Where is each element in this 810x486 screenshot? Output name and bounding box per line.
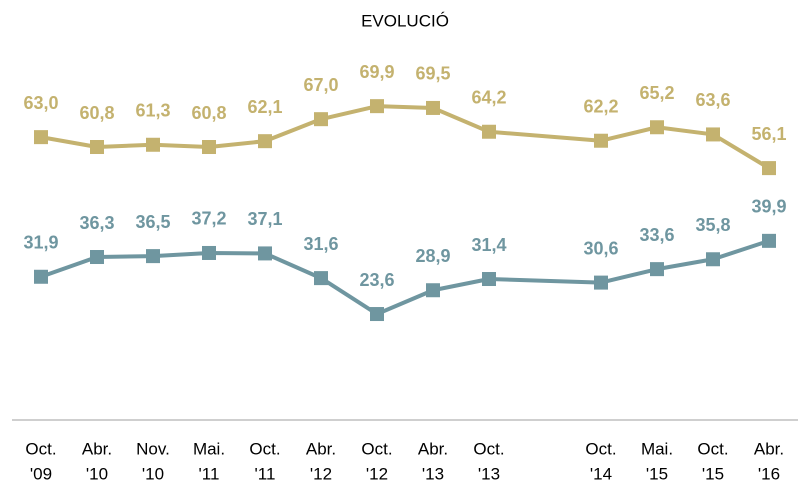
data-label: 62,1 <box>247 97 282 117</box>
x-tick-label: Mai. <box>193 439 225 458</box>
point-marker <box>202 140 216 155</box>
point-marker <box>426 100 440 115</box>
data-label: 39,9 <box>751 197 786 217</box>
point-marker <box>34 130 48 145</box>
data-label: 63,6 <box>695 90 730 110</box>
point-marker <box>90 140 104 155</box>
point-marker <box>706 252 720 267</box>
data-label: 56,1 <box>751 124 786 144</box>
x-tick-label: Nov. <box>136 439 170 458</box>
x-tick-label: Abr. <box>418 439 448 458</box>
point-marker <box>202 245 216 260</box>
point-marker <box>90 250 104 265</box>
data-label: 28,9 <box>415 246 450 266</box>
x-tick-label: Oct. <box>249 439 280 458</box>
gap-connector <box>488 277 602 285</box>
x-tick-label: '11 <box>255 464 276 483</box>
chart-title: EVOLUCIÓ <box>361 11 449 30</box>
point-marker <box>314 112 328 127</box>
x-tick-label: '12 <box>310 464 332 483</box>
data-label: 60,8 <box>191 103 226 123</box>
point-marker <box>762 233 776 248</box>
point-marker <box>34 269 48 284</box>
x-tick-label: '10 <box>142 464 164 483</box>
data-label: 37,2 <box>191 209 226 229</box>
data-label: 65,2 <box>639 83 674 103</box>
data-label: 69,5 <box>415 64 450 84</box>
data-label: 69,9 <box>359 62 394 82</box>
x-tick-label: Oct. <box>361 439 392 458</box>
point-marker <box>370 307 384 322</box>
point-marker <box>258 134 272 149</box>
x-tick-label: '10 <box>86 464 108 483</box>
point-marker <box>650 262 664 277</box>
x-tick-label: '09 <box>30 464 52 483</box>
x-tick-label: '16 <box>758 464 780 483</box>
point-marker <box>146 137 160 152</box>
point-marker <box>650 120 664 135</box>
data-label: 31,6 <box>303 234 338 254</box>
data-label: 60,8 <box>79 103 114 123</box>
data-label: 36,3 <box>79 213 114 233</box>
x-tick-label: '14 <box>590 464 612 483</box>
data-label: 33,6 <box>639 225 674 245</box>
data-label: 64,2 <box>471 87 506 107</box>
x-tick-label: '12 <box>366 464 388 483</box>
point-marker <box>762 161 776 176</box>
x-tick-label: Abr. <box>306 439 336 458</box>
point-marker <box>314 271 328 286</box>
data-label: 61,3 <box>135 101 170 121</box>
x-tick-label: Oct. <box>697 439 728 458</box>
x-tick-label: '15 <box>702 464 724 483</box>
x-tick-label: Oct. <box>585 439 616 458</box>
data-label: 31,9 <box>23 233 58 253</box>
point-marker <box>482 272 496 287</box>
data-label: 37,1 <box>247 209 282 229</box>
data-label: 63,0 <box>23 93 58 113</box>
data-label: 67,0 <box>303 75 338 95</box>
point-marker <box>482 124 496 139</box>
x-tick-label: Oct. <box>25 439 56 458</box>
x-tick-label: '15 <box>646 464 668 483</box>
x-tick-label: Oct. <box>473 439 504 458</box>
x-tick-label: Abr. <box>82 439 112 458</box>
point-marker <box>594 275 608 290</box>
x-tick-label: '13 <box>422 464 444 483</box>
x-tick-label: '11 <box>199 464 220 483</box>
gap-connector <box>488 129 602 143</box>
x-tick-label: Mai. <box>641 439 673 458</box>
point-marker <box>370 99 384 114</box>
data-label: 30,6 <box>583 238 618 258</box>
point-marker <box>594 133 608 148</box>
point-marker <box>426 283 440 298</box>
data-label: 31,4 <box>471 235 506 255</box>
data-label: 62,2 <box>583 96 618 116</box>
x-tick-label: Abr. <box>754 439 784 458</box>
x-tick-label: '13 <box>478 464 500 483</box>
data-label: 36,5 <box>135 212 170 232</box>
point-marker <box>146 249 160 264</box>
point-marker <box>706 127 720 142</box>
data-label: 35,8 <box>695 215 730 235</box>
point-marker <box>258 246 272 261</box>
data-label: 23,6 <box>359 270 394 290</box>
